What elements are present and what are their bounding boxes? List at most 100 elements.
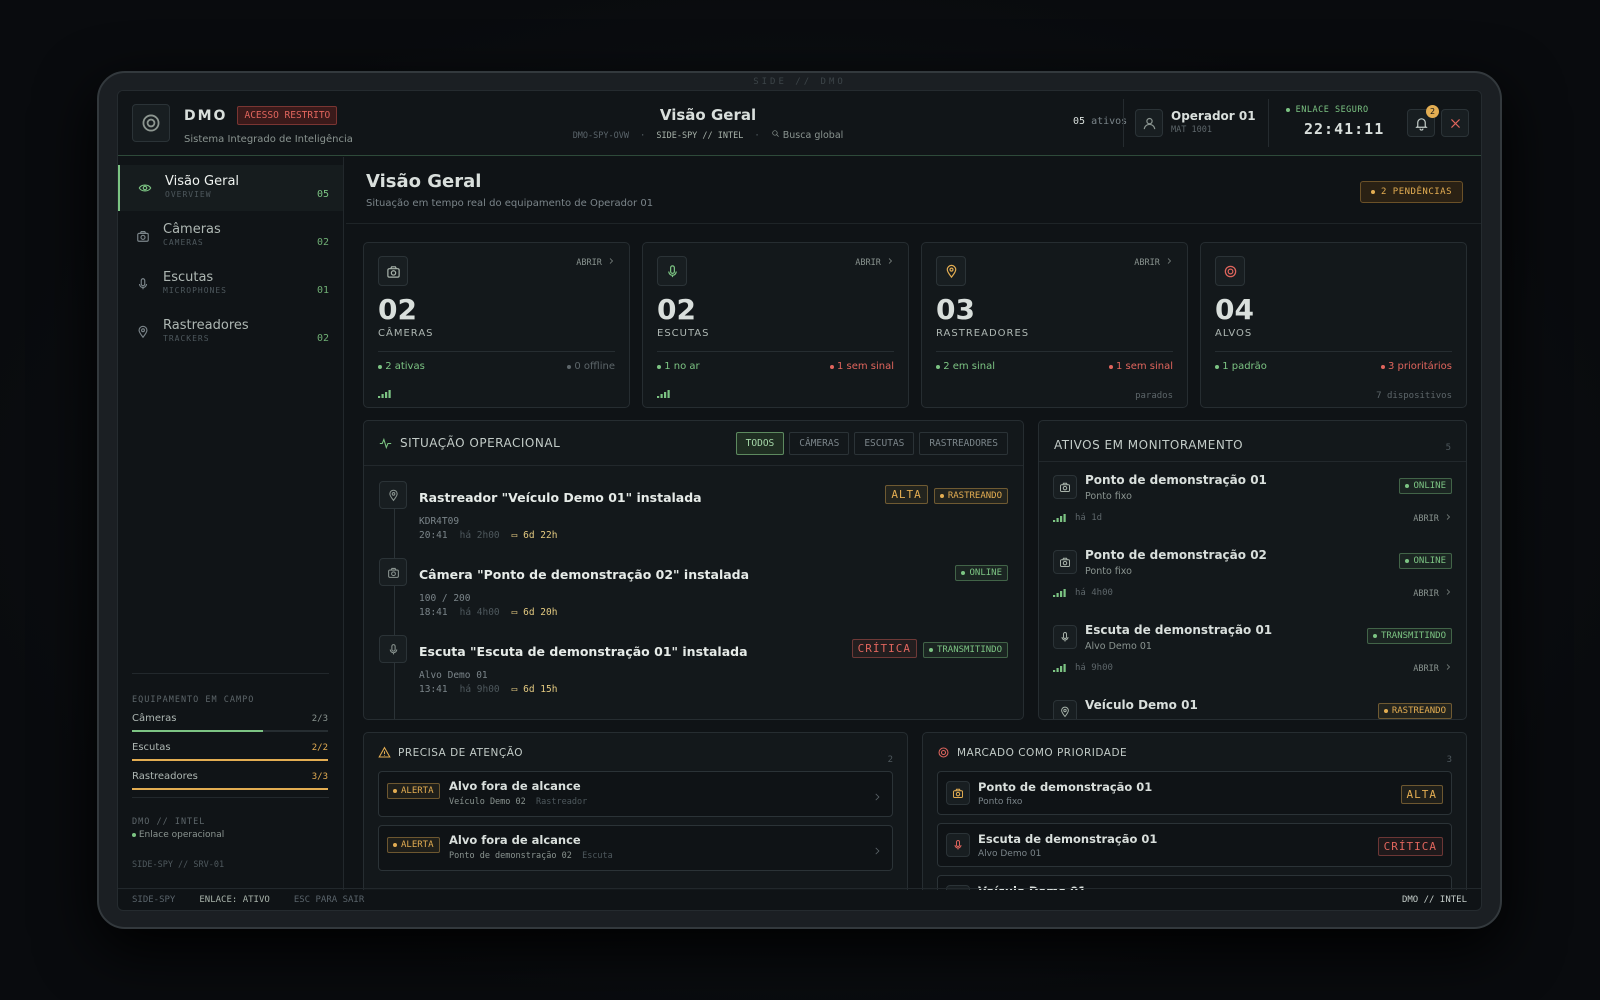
asset-item[interactable]: Ponto de demonstração 02 Ponto fixo ONLIN… — [1053, 548, 1452, 620]
status-dot — [936, 365, 940, 369]
field-value: 2/3 — [311, 714, 328, 724]
event-item[interactable]: Rastreador "Veículo Demo 01" instalada K… — [379, 481, 1008, 551]
card-label: ALVOS — [1215, 328, 1253, 339]
icon — [954, 840, 962, 850]
notifications-button[interactable]: 2 — [1407, 105, 1439, 137]
card-count: 03 — [936, 293, 975, 326]
tag-dot — [939, 494, 944, 498]
alert-item[interactable]: ALERTA Alvo fora de alcance Ponto de demo… — [378, 825, 893, 871]
nav-item[interactable]: Câmeras CAMERAS 02 — [118, 213, 343, 259]
filter-tab[interactable]: RASTREADORES — [919, 432, 1008, 455]
asset-label: ativos — [1091, 116, 1128, 127]
tag-text: CRÍTICA — [857, 642, 911, 655]
field-item: Câmeras 2/3 — [132, 706, 328, 732]
event-item[interactable]: Câmera "Ponto de demonstração 02" instal… — [379, 558, 1008, 628]
priority-item[interactable]: Ponto de demonstração 01 Ponto fixo ALTA — [937, 771, 1452, 815]
status-bar: SIDE-SPY ENLACE: ATIVO ESC PARA SAIR DMO //… — [118, 888, 1481, 910]
field-bar — [132, 788, 328, 790]
status-item: SIDE-SPY — [132, 894, 176, 905]
open-link[interactable]: ABRIR — [1413, 663, 1452, 674]
priority-item[interactable]: Veículo Demo 01 — [937, 875, 1452, 890]
filter-label: TODOS — [745, 438, 775, 449]
alert-kind: Escuta — [582, 851, 613, 861]
nav-item[interactable]: Rastreadores TRACKERS 02 — [118, 309, 343, 355]
nav-item[interactable]: Escutas MICROPHONES 01 — [118, 261, 343, 307]
close-button[interactable] — [1441, 109, 1469, 137]
asset-ago: há 9h00 — [1075, 663, 1113, 673]
status-tag: CRÍTICA — [1377, 837, 1443, 856]
panel-count: 3 — [1446, 755, 1452, 765]
open-link[interactable]: ABRIR — [855, 257, 894, 268]
open-link[interactable]: ABRIR — [1134, 257, 1173, 268]
status-tag: CRÍTICA — [851, 639, 917, 658]
brand-subtitle: Sistema Integrado de Inteligência — [184, 134, 353, 145]
tag-text: ALTA — [891, 488, 922, 501]
status-tag: ALTA — [885, 485, 928, 504]
divider — [1268, 99, 1269, 147]
signal-bars — [1053, 664, 1066, 672]
logo — [132, 104, 170, 142]
icon — [1060, 557, 1070, 567]
asset-item[interactable]: Veículo Demo 01 RASTREANDO — [1053, 698, 1452, 719]
stat-card: ABRIR 02 ESCUTAS 1 no ar 1 sem sinal — [642, 242, 909, 408]
tag-dot — [1405, 559, 1410, 563]
card-extra: 7 dispositivos — [1376, 391, 1452, 401]
asset-item[interactable]: Escuta de demonstração 01 Alvo Demo 01 TR… — [1053, 623, 1452, 695]
alert-title: Alvo fora de alcance — [449, 833, 581, 847]
event-ago: há 9h00 — [459, 684, 500, 695]
tag-dot — [1405, 484, 1410, 488]
nav-item[interactable]: Visão Geral OVERVIEW 05 — [118, 165, 343, 211]
signal-bar — [1063, 589, 1066, 597]
priority-sub: Ponto fixo — [978, 797, 1023, 807]
icon — [138, 278, 148, 290]
status-tag: ALERTA — [387, 837, 440, 853]
icon — [1167, 258, 1171, 264]
nav-count: 01 — [316, 285, 329, 296]
event-sub: Alvo Demo 01 — [419, 670, 488, 681]
status-tag: RASTREANDO — [1377, 703, 1452, 719]
divider — [132, 797, 329, 798]
main: Visão Geral Situação em tempo real do equ… — [346, 157, 1481, 890]
field-item: Escutas 2/2 — [132, 735, 328, 761]
tag-text: ONLINE — [1413, 556, 1446, 566]
tag-dot — [1372, 634, 1377, 638]
priority-sub: Alvo Demo 01 — [978, 849, 1042, 859]
filter-tab[interactable]: CÂMERAS — [789, 432, 850, 455]
tag-text: RASTREANDO — [1391, 706, 1446, 716]
tag-text: CRÍTICA — [1383, 840, 1437, 853]
open-link[interactable]: ABRIR — [576, 257, 615, 268]
divider — [132, 673, 329, 674]
card-left: 2 em sinal — [943, 361, 996, 372]
situation-panel: SITUAÇÃO OPERACIONAL TODOS CÂMERAS ESCUTAS… — [363, 420, 1024, 720]
nav-count: 02 — [316, 333, 329, 344]
alert-sub: Veículo Demo 02 — [449, 797, 526, 807]
icon — [1224, 265, 1236, 277]
restricted-badge: ACESSO RESTRITO — [237, 106, 338, 125]
footer-title: DMO // INTEL — [132, 817, 206, 827]
signal-bars — [1053, 589, 1066, 597]
asset-name: Ponto de demonstração 01 — [1085, 473, 1267, 487]
signal-bar — [1053, 670, 1056, 672]
asset-ago: há 1d — [1075, 513, 1103, 523]
asset-name: Ponto de demonstração 02 — [1085, 548, 1267, 562]
search[interactable]: Busca global — [771, 130, 843, 141]
event-item[interactable]: Escuta "Escuta de demonstração 01" insta… — [379, 635, 1008, 705]
open-link[interactable]: ABRIR — [1413, 513, 1452, 524]
filter-tab[interactable]: TODOS — [735, 432, 785, 455]
priority-title: Ponto de demonstração 01 — [978, 780, 1153, 794]
open-link[interactable]: ABRIR — [1413, 588, 1452, 599]
pending-badge[interactable]: 2 PENDÊNCIAS — [1360, 181, 1463, 203]
asset-item[interactable]: Ponto de demonstração 01 Ponto fixo ONLIN… — [1053, 473, 1452, 545]
pending-text: 2 PENDÊNCIAS — [1380, 187, 1452, 197]
event-sub: 100 / 200 — [419, 593, 471, 604]
icon — [1414, 117, 1428, 131]
priority-item[interactable]: Escuta de demonstração 01 Alvo Demo 01 CR… — [937, 823, 1452, 867]
priority-title: Veículo Demo 01 — [978, 884, 1086, 890]
signal-bar — [1060, 666, 1063, 672]
divider — [1123, 99, 1124, 147]
card-right: 0 offline — [574, 361, 615, 372]
alert-item[interactable]: ALERTA Alvo fora de alcance Veículo Demo … — [378, 771, 893, 817]
card-label: CÂMERAS — [378, 328, 434, 339]
divider — [657, 351, 894, 352]
filter-tab[interactable]: ESCUTAS — [854, 432, 915, 455]
